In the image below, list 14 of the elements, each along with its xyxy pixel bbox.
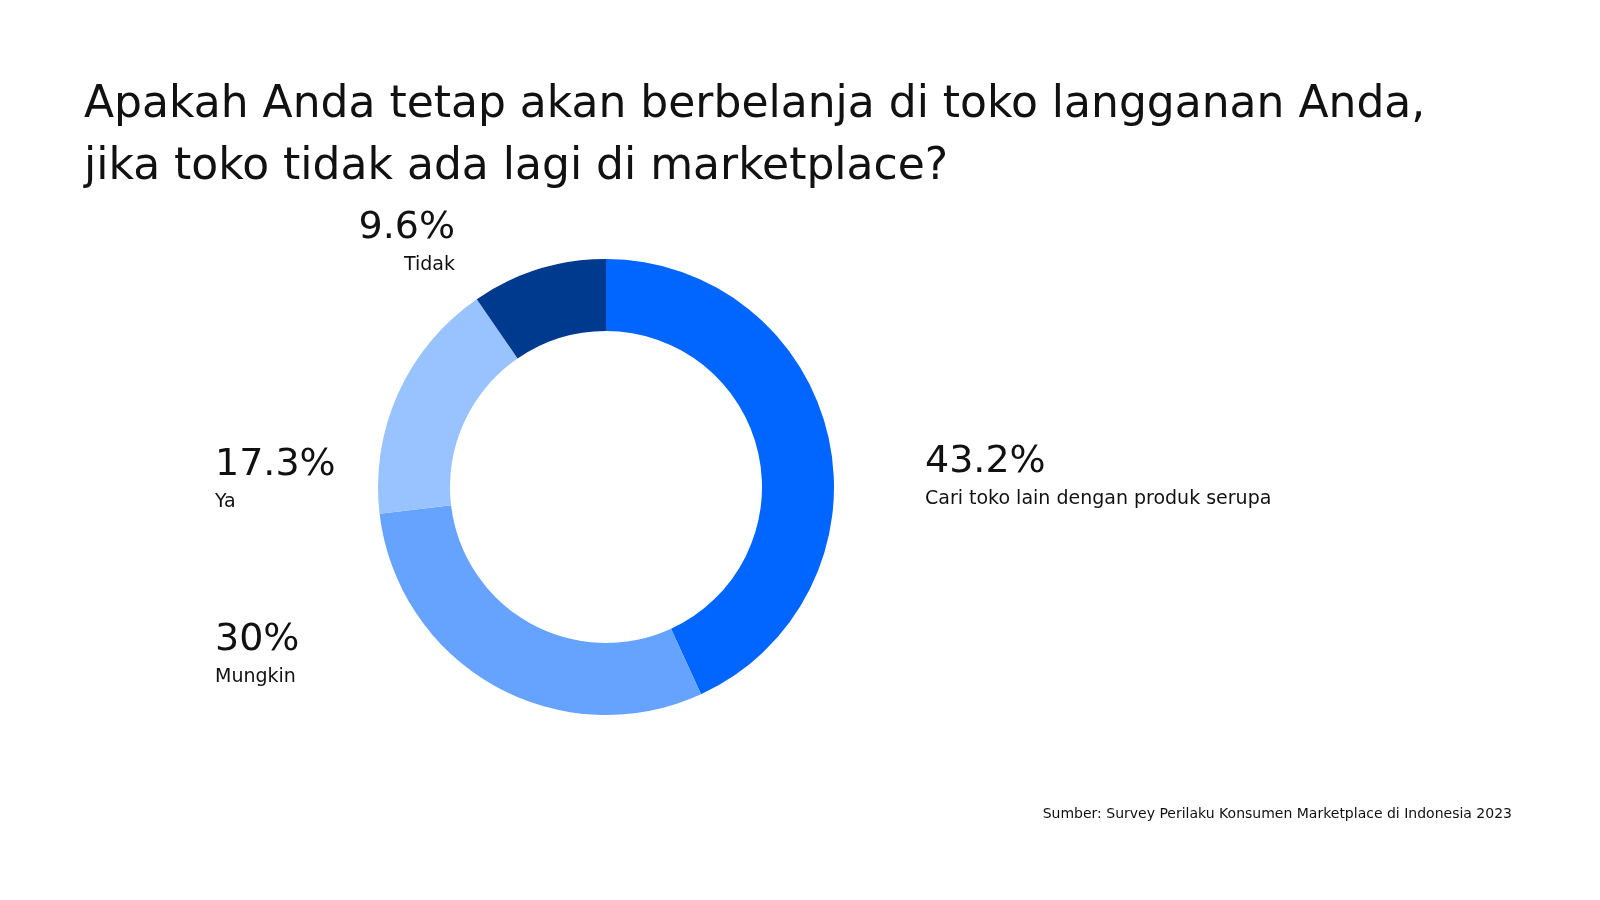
slice-label: Tidak — [402, 252, 455, 274]
text: Sumber: Survey Perilaku Konsumen Marketplace di Indonesia 2023 — [1042, 805, 1512, 821]
chart-title: Apakah Anda tetap akan berbelanja di toko langganan Anda, jika toko tidak ada lagi di marketplace? — [83, 76, 1426, 189]
slice-label: Ya — [214, 489, 236, 511]
slice-label: Mungkin — [215, 664, 296, 686]
data-label: 30% — [215, 615, 300, 659]
data-label: 43.2% — [925, 437, 1046, 481]
donut-slice — [606, 259, 834, 695]
data-label: 9.6% — [358, 203, 455, 247]
donut-slice — [379, 505, 702, 715]
data-label: 17.3% — [215, 440, 336, 484]
slice-label: Cari toko lain dengan produk serupa — [925, 486, 1272, 508]
donut-slice — [476, 259, 606, 359]
donut-slice — [378, 299, 518, 514]
